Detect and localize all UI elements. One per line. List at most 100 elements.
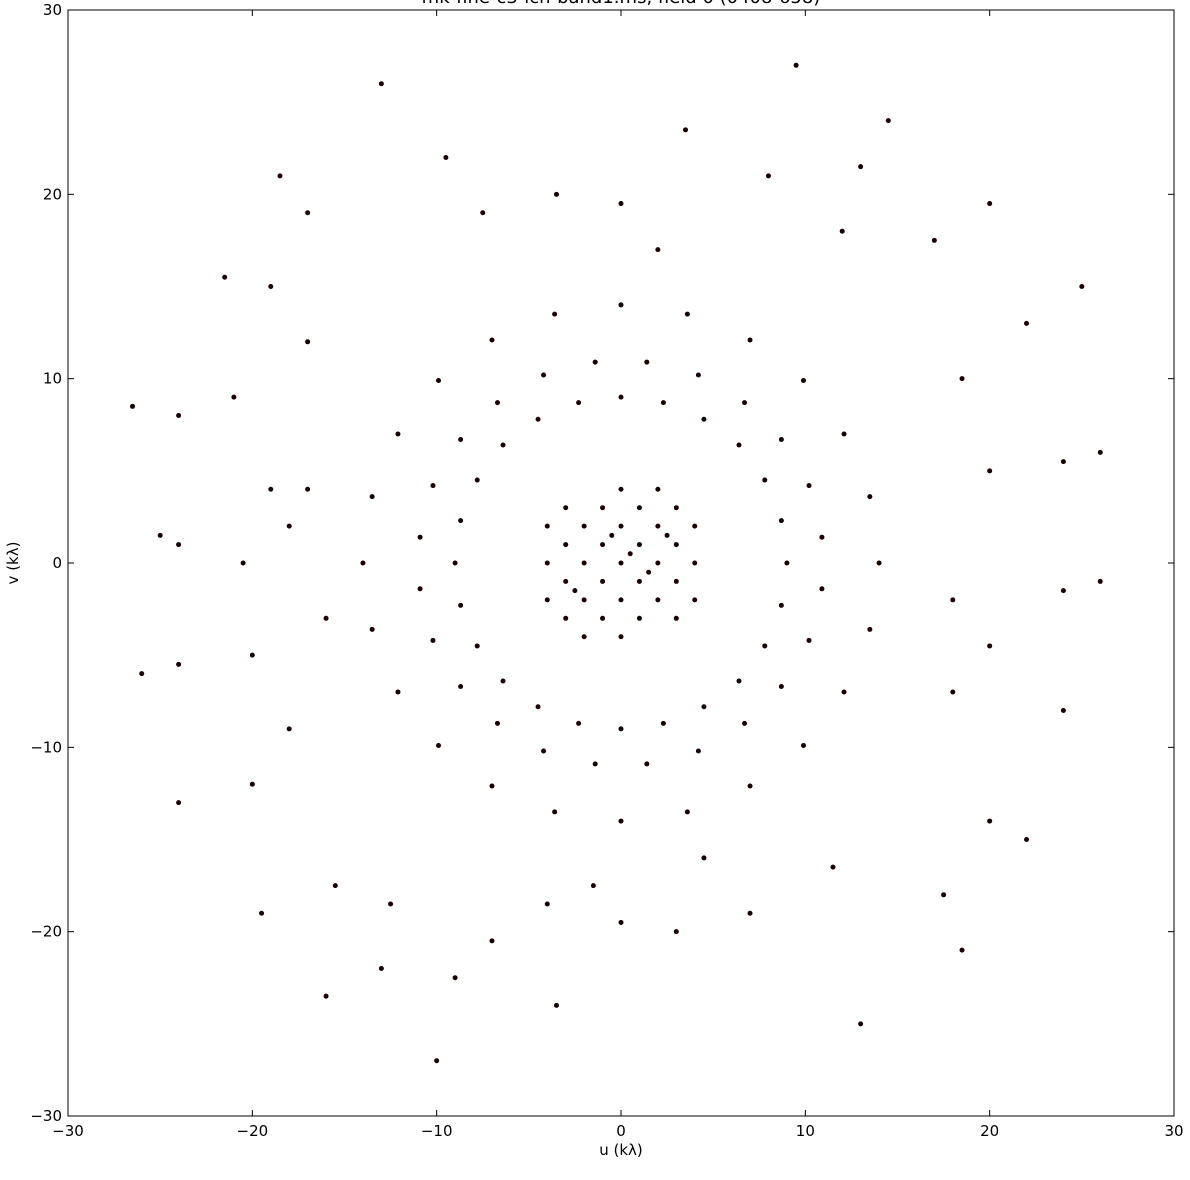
- x-axis-label: u (kλ): [599, 1141, 643, 1159]
- uv-point: [655, 247, 661, 253]
- uv-point: [673, 505, 679, 511]
- uv-point: [806, 637, 812, 643]
- uv-point: [618, 486, 624, 492]
- uv-point: [268, 284, 274, 289]
- uv-point: [277, 173, 283, 179]
- uv-point: [500, 442, 506, 448]
- uv-point: [655, 523, 661, 529]
- uv-point: [618, 634, 624, 640]
- uv-point: [1060, 459, 1066, 465]
- uv-point: [434, 1058, 440, 1064]
- uv-point: [369, 626, 375, 632]
- uv-point: [249, 781, 255, 787]
- uv-point: [987, 201, 993, 207]
- uv-point: [1060, 707, 1066, 713]
- uv-point: [417, 534, 423, 540]
- y-axis-label: v (kλ): [4, 542, 22, 585]
- uv-point: [765, 173, 771, 179]
- uv-point: [1079, 284, 1085, 289]
- uv-point: [436, 378, 442, 384]
- uv-point: [458, 518, 464, 524]
- uv-point: [541, 748, 547, 754]
- uv-point: [830, 864, 836, 870]
- uv-point: [959, 947, 965, 953]
- uv-point: [950, 689, 956, 695]
- uv-point: [581, 597, 587, 603]
- uv-point: [627, 551, 633, 557]
- uv-point: [987, 643, 993, 649]
- uv-point: [618, 201, 624, 207]
- uv-point: [646, 569, 652, 575]
- uv-point: [747, 910, 753, 916]
- uv-point: [655, 486, 661, 492]
- uv-point: [736, 678, 742, 684]
- uv-point: [590, 883, 596, 889]
- uv-point: [541, 372, 547, 378]
- uv-point: [489, 783, 495, 789]
- uv-point: [581, 634, 587, 640]
- uv-point: [987, 818, 993, 824]
- uv-point: [576, 720, 582, 726]
- uv-point: [747, 783, 753, 789]
- uv-point: [800, 742, 806, 748]
- uv-point: [480, 210, 486, 216]
- uv-point: [1097, 578, 1103, 584]
- uv-point: [369, 494, 375, 500]
- uv-point: [683, 127, 689, 133]
- uv-point: [581, 560, 587, 566]
- uv-point: [618, 394, 624, 400]
- uv-point: [176, 542, 182, 548]
- uv-point: [581, 523, 587, 529]
- uv-point: [176, 413, 182, 419]
- uv-point: [1097, 449, 1103, 455]
- uv-point: [458, 436, 464, 442]
- uv-point: [636, 542, 642, 548]
- uv-point: [430, 483, 436, 489]
- uv-point: [563, 578, 569, 584]
- uv-point: [858, 1021, 864, 1027]
- uv-point: [552, 809, 558, 815]
- x-tick-label: −30: [52, 1122, 84, 1140]
- uv-point: [489, 938, 495, 944]
- uv-point: [305, 486, 311, 492]
- uv-point: [684, 809, 690, 815]
- uv-point: [692, 560, 698, 566]
- uv-point: [1024, 837, 1030, 842]
- uv-point: [618, 597, 624, 603]
- uv-point: [592, 761, 598, 767]
- uv-point: [762, 477, 768, 483]
- uv-point: [636, 578, 642, 584]
- x-tick-label: 10: [796, 1122, 815, 1140]
- uv-point: [458, 602, 464, 608]
- uv-point: [841, 689, 847, 695]
- y-tick-label: 20: [43, 185, 62, 203]
- uv-point: [259, 910, 265, 916]
- y-tick-label: 30: [43, 1, 62, 19]
- uv-point: [286, 726, 292, 732]
- uv-point: [176, 800, 182, 806]
- uv-point: [176, 661, 182, 667]
- uv-point: [323, 615, 329, 621]
- uv-point: [618, 523, 624, 529]
- uv-point: [701, 704, 707, 710]
- uv-point: [553, 1002, 559, 1008]
- uv-point: [885, 118, 891, 124]
- uv-point: [655, 597, 661, 603]
- uv-point: [360, 560, 366, 566]
- uv-point: [240, 560, 246, 566]
- uv-point: [950, 597, 956, 603]
- uv-point: [535, 416, 541, 422]
- uv-point: [544, 523, 550, 529]
- uv-point: [747, 337, 753, 343]
- uv-point: [417, 586, 423, 592]
- uv-point: [600, 615, 606, 621]
- uv-point: [474, 643, 480, 649]
- uv-point: [494, 720, 500, 726]
- uv-point: [858, 164, 864, 170]
- uv-point: [305, 339, 311, 345]
- uv-point: [806, 483, 812, 489]
- x-tick-label: 30: [1164, 1122, 1183, 1140]
- uv-point: [695, 372, 701, 378]
- uv-point: [443, 154, 449, 160]
